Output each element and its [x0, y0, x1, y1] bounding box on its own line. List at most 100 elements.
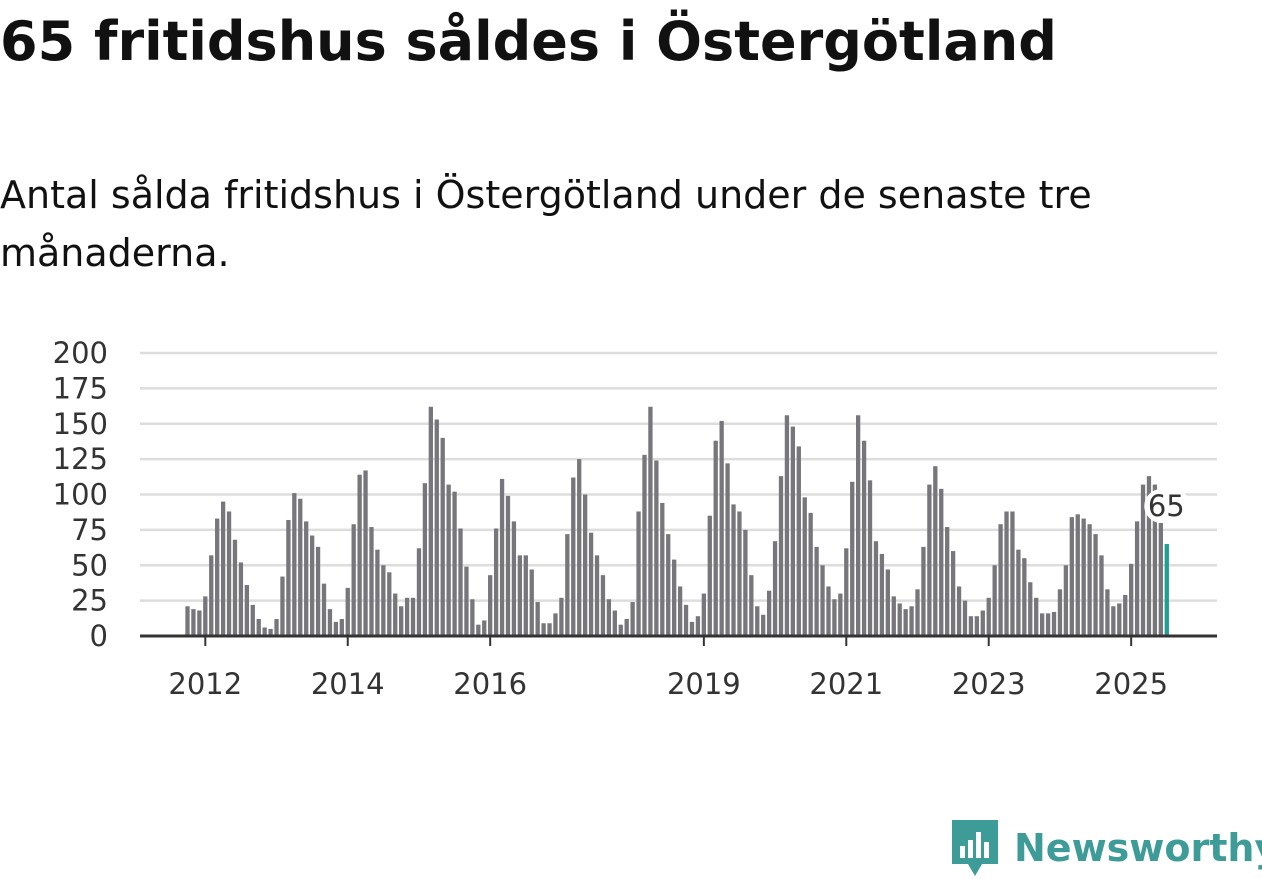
x-tick-label: 2019	[667, 667, 741, 701]
bar	[321, 583, 327, 636]
bar	[701, 593, 706, 636]
bar	[856, 415, 861, 636]
bar	[571, 477, 576, 636]
bar	[903, 609, 908, 636]
bar	[399, 606, 404, 636]
bar	[689, 621, 695, 636]
bar	[1099, 555, 1104, 636]
bar	[1045, 613, 1051, 636]
bar	[452, 491, 457, 636]
y-tick-label: 125	[53, 442, 108, 476]
bar	[1081, 518, 1086, 636]
bars	[185, 406, 1169, 637]
bar	[861, 440, 867, 636]
newsworthy-logo: Newsworthy	[950, 818, 1262, 878]
bar	[1057, 589, 1063, 636]
bar	[790, 426, 796, 636]
bar	[980, 610, 985, 636]
bar	[238, 562, 244, 636]
bar	[1069, 517, 1074, 636]
bar	[185, 606, 190, 636]
bar	[992, 565, 997, 636]
bar	[1117, 603, 1122, 636]
bar	[778, 476, 784, 636]
bar	[1152, 484, 1158, 636]
bar	[654, 460, 659, 636]
y-tick-label: 150	[53, 407, 108, 441]
y-tick-label: 100	[53, 478, 108, 512]
bar	[333, 621, 339, 636]
bar	[345, 587, 350, 636]
bar	[1075, 514, 1080, 636]
bar	[511, 521, 517, 636]
bar	[713, 440, 718, 636]
bar	[1111, 606, 1116, 636]
bar	[547, 623, 552, 636]
bar	[873, 541, 879, 636]
bar	[363, 470, 368, 636]
x-tick-label: 2012	[168, 667, 242, 701]
bar	[369, 527, 374, 636]
y-tick-label: 25	[71, 584, 108, 618]
bar	[244, 585, 249, 636]
bar	[493, 528, 499, 636]
bar	[339, 619, 344, 636]
bar	[446, 484, 451, 636]
bar	[577, 459, 582, 637]
bar	[588, 532, 594, 636]
bar	[482, 620, 487, 636]
bar	[381, 565, 386, 636]
bar	[897, 603, 902, 636]
bar	[1022, 558, 1027, 636]
bar	[962, 600, 968, 637]
y-tick-label: 200	[53, 336, 108, 370]
bar	[885, 569, 890, 636]
bar	[268, 628, 273, 636]
bar	[232, 539, 238, 636]
bar	[470, 599, 475, 636]
bar	[927, 484, 932, 636]
bar	[719, 420, 724, 636]
bar	[422, 483, 428, 636]
highlight-label-bg	[1144, 489, 1191, 523]
y-tick-label: 0	[90, 619, 108, 653]
bar	[286, 519, 291, 636]
bar	[476, 624, 481, 636]
bar	[755, 606, 760, 636]
bar	[220, 501, 226, 636]
bar	[950, 551, 956, 636]
chart-subtitle: Antal sålda fritidshus i Östergötland un…	[0, 173, 1092, 275]
bar	[832, 599, 837, 636]
y-tick-label: 75	[71, 513, 108, 547]
bar	[939, 488, 944, 636]
bar	[731, 504, 736, 636]
bar	[565, 534, 570, 636]
bar	[986, 597, 991, 636]
bar	[541, 623, 546, 636]
bar	[458, 528, 463, 636]
bar	[191, 609, 196, 636]
bar	[215, 518, 220, 636]
bar	[262, 627, 267, 636]
bar	[309, 535, 315, 636]
bar	[624, 619, 629, 636]
bar	[879, 553, 885, 636]
bar	[600, 575, 606, 636]
bar	[784, 415, 790, 636]
bar	[867, 480, 873, 636]
bar	[1093, 534, 1098, 636]
bar	[642, 454, 647, 636]
bar	[256, 619, 261, 636]
bar	[428, 406, 433, 636]
highlight-annotation: 65	[1144, 489, 1191, 523]
bar	[844, 548, 849, 636]
bar	[440, 437, 445, 636]
bar	[1129, 563, 1134, 636]
bar	[998, 524, 1003, 636]
bar	[766, 590, 772, 636]
bar	[434, 419, 439, 636]
bar	[672, 559, 677, 636]
bar	[1134, 521, 1140, 636]
